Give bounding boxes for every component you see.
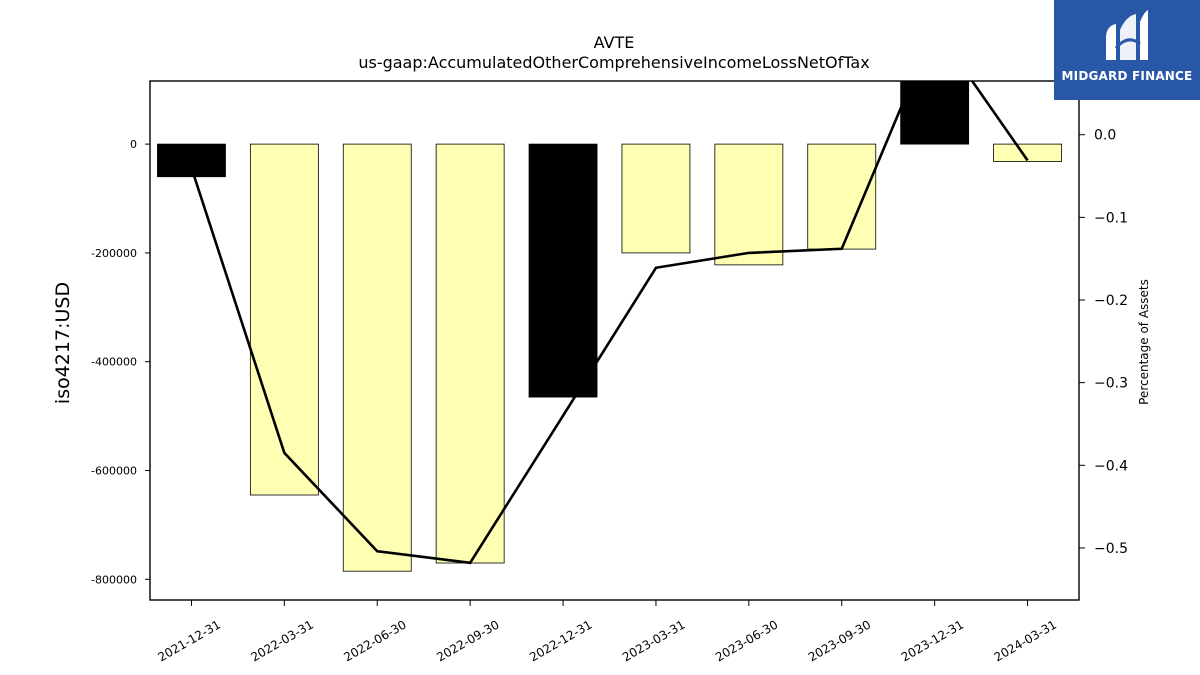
- brand-logo: MIDGARD FINANCE: [1054, 0, 1200, 100]
- x-tick-label: 2024-03-31: [992, 617, 1059, 664]
- x-tick-label: 2023-12-31: [899, 617, 966, 664]
- y2-tick-label: −0.2: [1094, 293, 1128, 309]
- x-tick-label: 2022-03-31: [248, 617, 315, 664]
- y2-tick-label: −0.4: [1094, 458, 1128, 474]
- bar-2022-09-30: [435, 143, 505, 564]
- logo-text: MIDGARD FINANCE: [1061, 69, 1193, 83]
- y2-tick-label: −0.5: [1094, 541, 1128, 557]
- chart-title: AVTE: [594, 33, 635, 52]
- plot-frame: [149, 80, 1080, 601]
- x-tick-label: 2023-03-31: [620, 617, 687, 664]
- y-axis-label: iso4217:USD: [52, 282, 74, 404]
- bar-2022-03-31: [249, 143, 319, 496]
- y2-tick-label: 0.0: [1094, 128, 1116, 144]
- y2-axis-label: Percentage of Assets: [1137, 279, 1151, 405]
- x-tick-label: 2022-06-30: [341, 617, 408, 664]
- y-tick-label: -400000: [91, 356, 137, 369]
- x-tick-label: 2023-09-30: [806, 617, 873, 664]
- x-tick-label: 2023-06-30: [713, 617, 780, 664]
- bar-group: [157, 81, 1062, 572]
- x-tick-label: 2022-12-31: [527, 617, 594, 664]
- bar-2022-06-30: [342, 143, 412, 572]
- x-axis: 2021-12-31 2022-03-31 2022-06-30 2022-09-30…: [156, 600, 1059, 664]
- midgard-logo-icon: [1106, 10, 1148, 60]
- line-group: [190, 81, 1029, 565]
- bar-2022-12-31: [528, 143, 598, 398]
- bar-2024-03-31: [993, 143, 1062, 162]
- bar-2023-09-30: [807, 143, 877, 250]
- y-tick-label: 0: [130, 138, 137, 151]
- x-tick-label: 2022-09-30: [434, 617, 501, 664]
- y2-tick-label: −0.3: [1094, 376, 1128, 392]
- y-tick-label: -800000: [91, 573, 137, 586]
- bar-2023-06-30: [714, 143, 784, 266]
- y2-tick-label: −0.1: [1094, 210, 1128, 226]
- y-tick-label: -200000: [91, 247, 137, 260]
- assets-percentage-line: [190, 81, 1029, 565]
- x-tick-label: 2021-12-31: [156, 617, 223, 664]
- y-axis: 0 -200000 -400000 -600000 -800000: [91, 138, 150, 586]
- bar-2023-03-31: [621, 143, 691, 254]
- chart-subtitle: us-gaap:AccumulatedOtherComprehensiveInc…: [358, 53, 869, 72]
- y-tick-label: -600000: [91, 465, 137, 478]
- y2-axis: 0.0 −0.1 −0.2 −0.3 −0.4 −0.5: [1079, 128, 1128, 557]
- bar-2023-12-31: [900, 81, 970, 145]
